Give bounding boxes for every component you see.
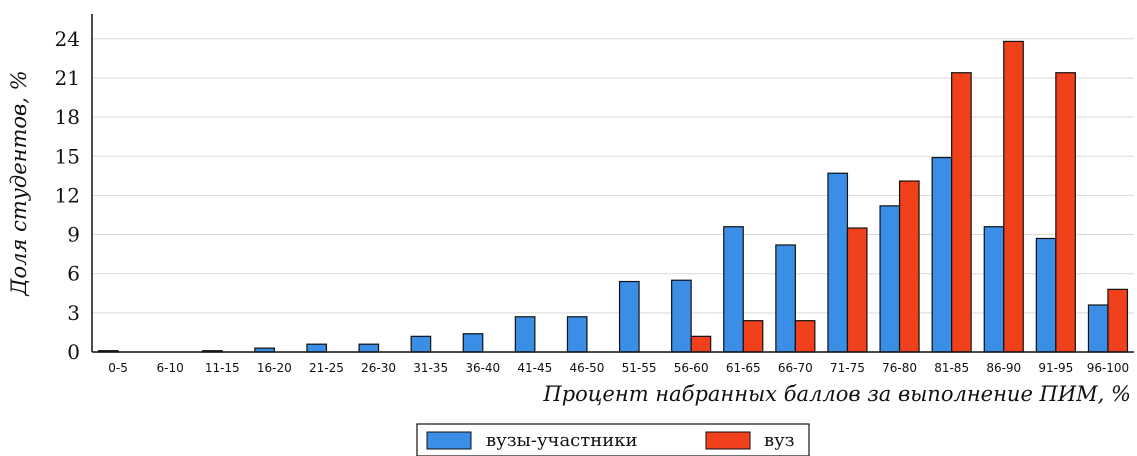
legend-label-university: вуз [764,430,795,451]
x-tick-label: 66-70 [778,361,813,375]
grid-lines [92,38,1134,314]
y-tick-label: 21 [55,66,80,90]
legend-swatch-participants [426,431,472,450]
x-tick-label: 21-25 [309,361,344,375]
x-axis-title: Процент набранных баллов за выполнение П… [542,382,1131,406]
bar-university-76-80 [898,180,920,353]
x-tick-label: 36-40 [465,361,500,375]
y-axis-ticks: 0 3 6 9 12 15 18 21 24 [55,27,80,364]
y-tick-label: 18 [55,105,80,129]
x-tick-label: 86-90 [986,361,1021,375]
bar-participants-56-60 [671,279,692,353]
x-axis-ticks: 0-5 6-10 11-15 16-20 21-25 26-30 31-35 36-40 41-… [108,361,1129,375]
x-tick-label: 56-60 [674,361,709,375]
y-tick-label: 3 [67,301,80,325]
bar-participants-76-80 [879,205,901,353]
bar-university-86-90 [1003,40,1024,353]
legend-swatch-university [705,431,751,450]
bar-university-56-60 [690,335,712,353]
y-tick-label: 24 [55,27,80,51]
bar-participants-41-45 [514,316,536,353]
y-axis-title: Доля студентов, % [7,70,31,296]
x-tick-label: 16-20 [257,361,292,375]
bar-participants-31-35 [410,335,432,353]
y-tick-label: 9 [67,223,80,247]
bar-participants-46-50 [566,316,588,353]
x-tick-label: 6-10 [157,361,184,375]
x-tick-label: 71-75 [830,361,865,375]
bar-participants-61-65 [723,226,744,353]
x-tick-label: 81-85 [934,361,969,375]
x-tick-label: 11-15 [205,361,240,375]
bar-participants-81-85 [931,156,953,353]
bar-participants-71-75 [827,172,849,353]
bar-university-96-100 [1107,288,1129,353]
bar-university-61-65 [742,320,764,353]
x-tick-label: 46-50 [570,361,605,375]
bar-participants-51-55 [618,280,640,353]
bar-participants-91-95 [1035,237,1057,353]
bar-university-81-85 [951,72,972,353]
bar-university-66-70 [794,320,816,353]
x-tick-label: 51-55 [622,361,657,375]
bars [97,40,1129,353]
bar-university-71-75 [846,227,868,353]
x-tick-label: 0-5 [108,361,128,375]
bar-participants-86-90 [983,226,1005,353]
legend: вузы-участники вуз [416,423,810,456]
bar-participants-96-100 [1087,304,1109,353]
bar-participants-21-25 [306,343,328,353]
x-tick-label: 41-45 [517,361,552,375]
x-tick-label: 76-80 [882,361,917,375]
x-tick-label: 31-35 [413,361,448,375]
x-tick-label: 96-100 [1087,361,1130,375]
y-tick-label: 6 [67,262,80,286]
bar-participants-36-40 [462,333,484,353]
bar-university-91-95 [1055,72,1076,353]
y-tick-label: 12 [55,183,80,207]
x-tick-label: 61-65 [726,361,761,375]
bar-participants-26-30 [358,343,380,353]
x-tick-label: 26-30 [361,361,396,375]
y-tick-label: 15 [55,144,80,168]
bar-participants-66-70 [775,244,796,353]
x-tick-label: 91-95 [1038,361,1073,375]
y-tick-label: 0 [67,340,80,364]
legend-label-participants: вузы-участники [486,430,637,451]
